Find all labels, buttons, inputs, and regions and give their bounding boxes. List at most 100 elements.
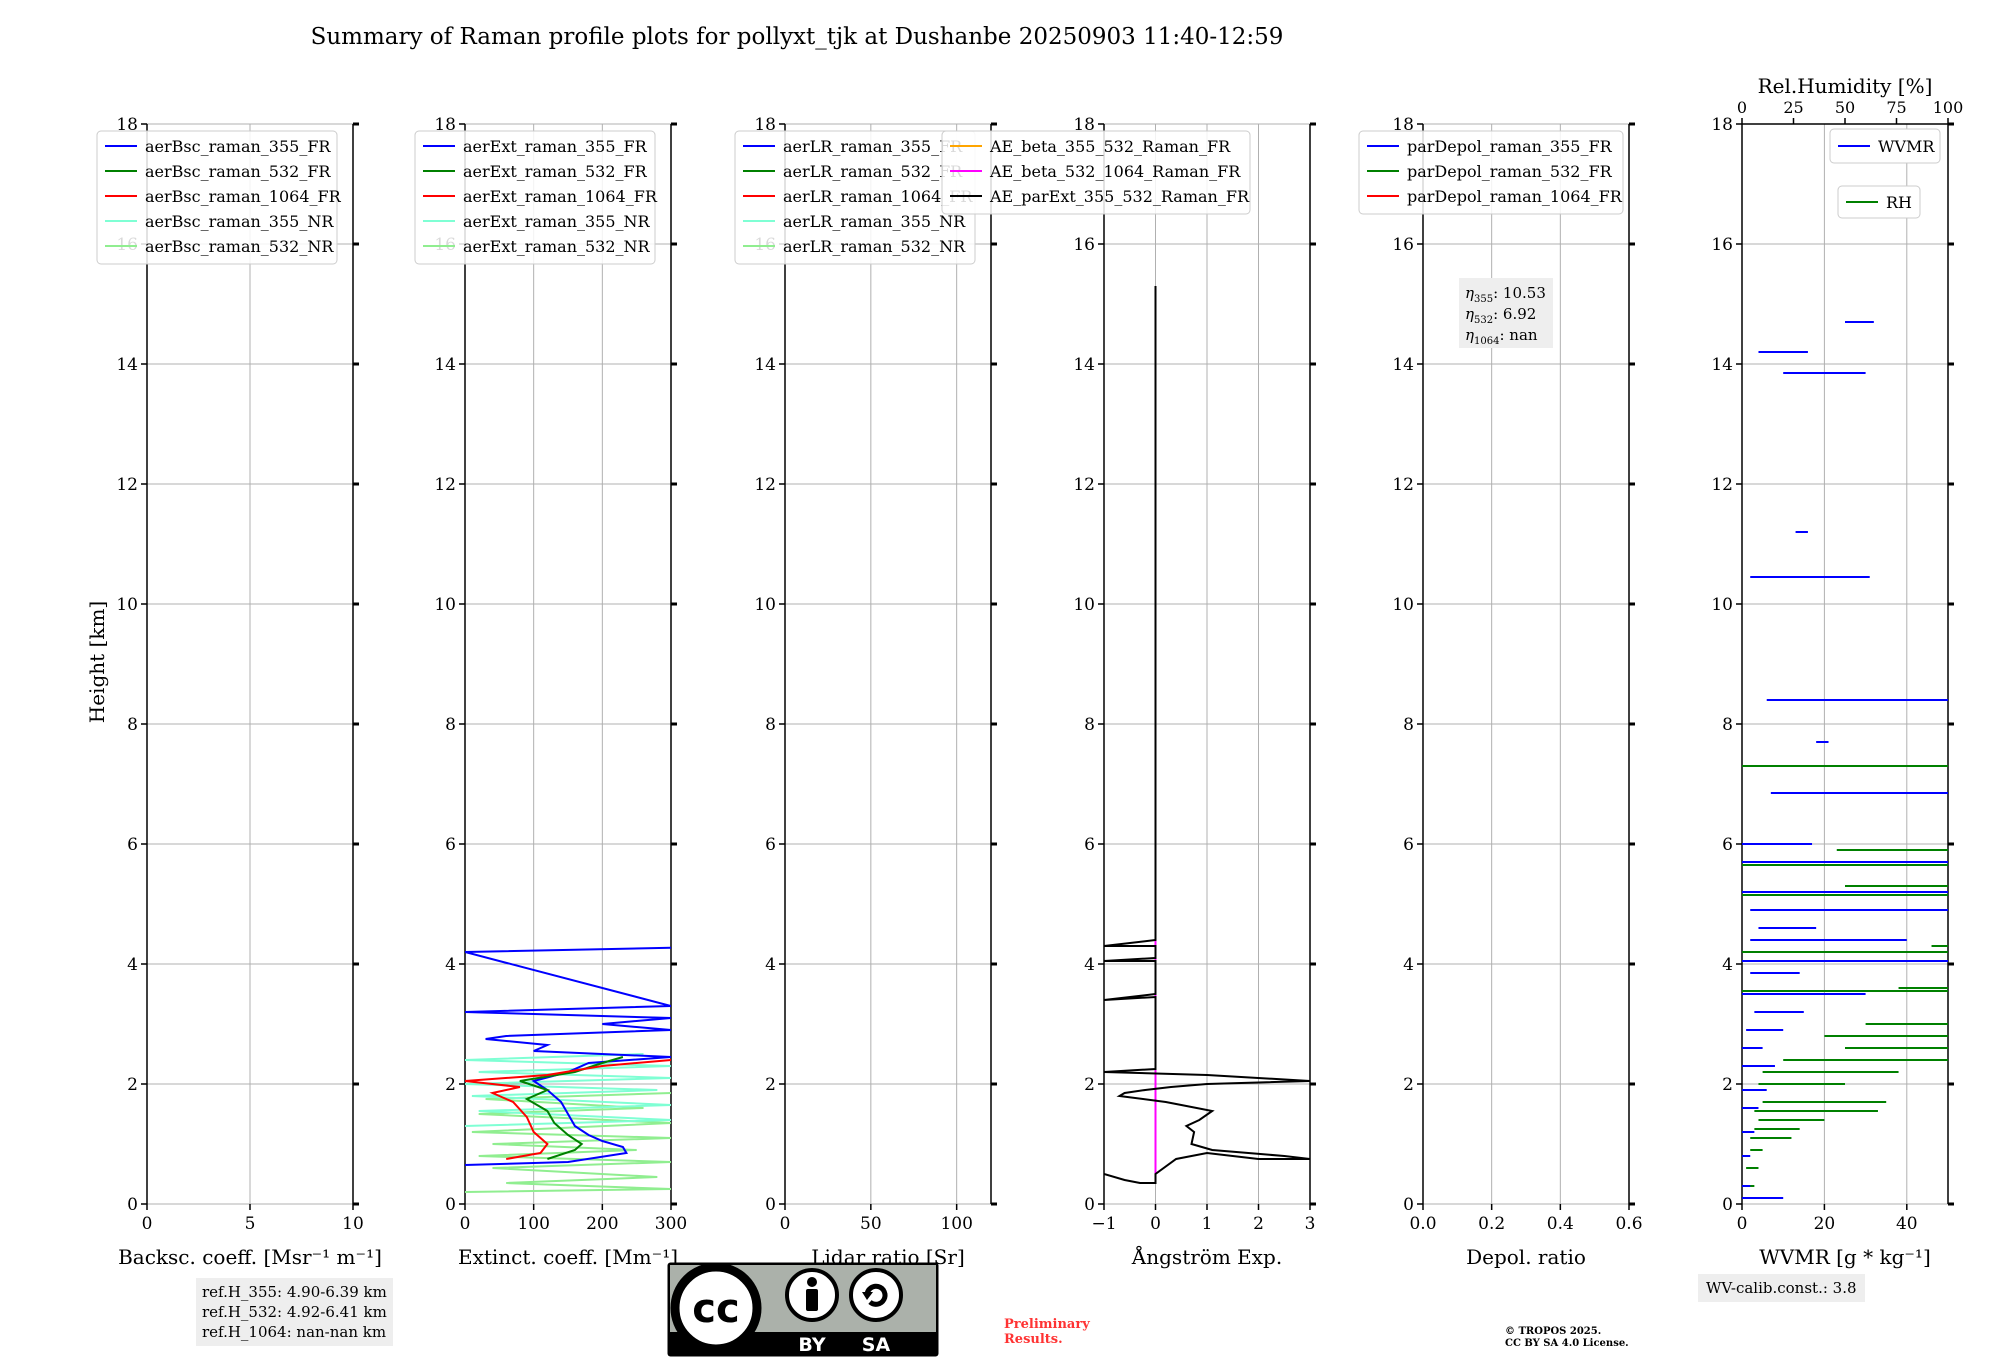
copyright-note: © TROPOS 2025. CC BY SA 4.0 License.	[1505, 1326, 1629, 1350]
legend-label: WVMR	[1878, 137, 1935, 156]
attribution-head	[807, 1277, 817, 1287]
eta-symbol: η	[1465, 305, 1474, 323]
series-line-aerExt_raman_355_FR	[465, 946, 671, 1166]
eta-colon: :	[1493, 305, 1503, 323]
eta-value: 6.92	[1503, 305, 1536, 323]
legend: aerLR_raman_355_FR aerLR_raman_532_FR aerL…	[734, 130, 976, 265]
legend-label: aerLR_raman_355_NR	[783, 212, 966, 231]
legend-label: aerBsc_raman_355_FR	[145, 137, 331, 156]
eta-line: η355: 10.53	[1465, 284, 1546, 305]
x-tick-label: 300	[655, 1214, 687, 1234]
legend: aerBsc_raman_355_FR aerBsc_raman_532_FRae…	[96, 130, 342, 265]
figure-title: Summary of Raman profile plots for polly…	[311, 24, 1284, 50]
top-axis-label: Rel.Humidity [%]	[1758, 74, 1933, 98]
y-tick-label: 0	[127, 1195, 138, 1215]
eta-colon: :	[1493, 284, 1503, 302]
y-tick-label: 14	[434, 355, 456, 375]
data-layer	[465, 946, 671, 1193]
y-tick-label: 18	[754, 115, 776, 135]
y-tick-label: 6	[445, 835, 456, 855]
x-tick-label: 0	[142, 1214, 153, 1234]
x-tick-label: 10	[342, 1214, 364, 1234]
eta-line: η532: 6.92	[1465, 305, 1536, 326]
preliminary-line-1: Preliminary	[1004, 1317, 1090, 1332]
x-tick-label: 0	[460, 1214, 471, 1234]
y-tick-label: 6	[127, 835, 138, 855]
y-tick-label: 0	[765, 1195, 776, 1215]
y-tick-label: 6	[1722, 835, 1733, 855]
legend-frame	[1829, 128, 1941, 164]
legend-label: parDepol_raman_355_FR	[1407, 137, 1613, 156]
y-tick-label: 8	[1403, 715, 1414, 735]
legend-frame	[1837, 185, 1921, 219]
y-tick-label: 16	[1392, 235, 1414, 255]
y-tick-label: 12	[1711, 475, 1733, 495]
y-tick-label: 12	[116, 475, 138, 495]
top-x-tick-label: 75	[1886, 98, 1906, 117]
x-axis-label: Backsc. coeff. [Msr⁻¹ m⁻¹]	[118, 1245, 382, 1269]
badge-by-label: BY	[798, 1334, 825, 1356]
eta-subscript: 355	[1474, 294, 1493, 305]
data-layer	[1104, 286, 1310, 1184]
panel-lr: 024681012141618050100Lidar ratio [Sr]aer…	[734, 115, 997, 1269]
y-tick-label: 4	[445, 955, 456, 975]
legend-label: aerLR_raman_532_FR	[783, 162, 963, 181]
attribution-body	[806, 1289, 818, 1311]
share-alike-arrowhead	[862, 1292, 873, 1300]
legend-frame	[414, 130, 656, 265]
legend-label: aerBsc_raman_532_NR	[145, 237, 334, 256]
x-axis-label: WVMR [g * kg⁻¹]	[1759, 1245, 1931, 1269]
y-tick-label: 10	[1073, 595, 1095, 615]
legend-label: aerExt_raman_532_NR	[463, 237, 651, 256]
y-tick-label: 4	[1722, 955, 1733, 975]
legend: RH	[1837, 185, 1921, 219]
top-x-tick-label: 50	[1835, 98, 1855, 117]
eta-subscript: 1064	[1474, 336, 1499, 347]
preliminary-note: Preliminary Results.	[1004, 1317, 1090, 1347]
y-tick-label: 4	[1084, 955, 1095, 975]
y-tick-label: 14	[116, 355, 138, 375]
data-layer	[1742, 321, 1948, 1199]
legend-frame	[941, 130, 1251, 215]
panel-ext: 0246810121416180100200300Extinct. coeff.…	[414, 115, 687, 1269]
x-tick-label: 50	[860, 1214, 882, 1234]
y-tick-label: 16	[1711, 235, 1733, 255]
y-tick-label: 18	[116, 115, 138, 135]
reference-heights-box: ref.H_355: 4.90-6.39 km ref.H_532: 4.92-…	[196, 1278, 393, 1346]
x-tick-label: 20	[1814, 1214, 1836, 1234]
y-tick-label: 2	[1084, 1075, 1095, 1095]
x-axis-label: Depol. ratio	[1466, 1245, 1586, 1269]
legend-label: aerBsc_raman_355_NR	[145, 212, 334, 231]
x-tick-label: 0.0	[1409, 1214, 1436, 1234]
y-tick-label: 4	[127, 955, 138, 975]
y-tick-label: 2	[1722, 1075, 1733, 1095]
y-tick-label: 18	[1073, 115, 1095, 135]
legend-frame	[96, 130, 338, 265]
y-tick-label: 6	[1403, 835, 1414, 855]
ref-height-532: ref.H_532: 4.92-6.41 km	[202, 1303, 387, 1321]
eta-colon: :	[1499, 326, 1509, 344]
series-line-aerExt_raman_355_NR	[465, 1053, 671, 1127]
y-tick-label: 12	[1392, 475, 1414, 495]
y-tick-label: 2	[445, 1075, 456, 1095]
x-axis-label: Extinct. coeff. [Mm⁻¹]	[458, 1245, 678, 1269]
legend-label: aerExt_raman_532_FR	[463, 162, 648, 181]
legend: parDepol_raman_355_FR parDepol_raman_532_…	[1358, 130, 1624, 215]
y-tick-label: 18	[1392, 115, 1414, 135]
legend-label: RH	[1886, 193, 1912, 212]
y-tick-label: 0	[1722, 1195, 1733, 1215]
ref-height-1064: ref.H_1064: nan-nan km	[202, 1323, 387, 1341]
legend-label: AE_beta_532_1064_Raman_FR	[989, 162, 1241, 181]
panel-dep: 0 2 4 6 8 10 12 14 16 18 0.0 0.2 0.4 0.6 Depol. ratio p…	[1358, 115, 1643, 1269]
eta-symbol: η	[1465, 326, 1474, 344]
y-tick-label: 8	[1722, 715, 1733, 735]
y-tick-label: 14	[754, 355, 776, 375]
x-tick-label: 0	[1150, 1214, 1161, 1234]
series-line-aerExt_raman_1064_FR	[465, 1059, 671, 1160]
y-tick-label: 4	[765, 955, 776, 975]
y-axis-label: Height [km]	[85, 601, 109, 723]
y-tick-label: 8	[765, 715, 776, 735]
